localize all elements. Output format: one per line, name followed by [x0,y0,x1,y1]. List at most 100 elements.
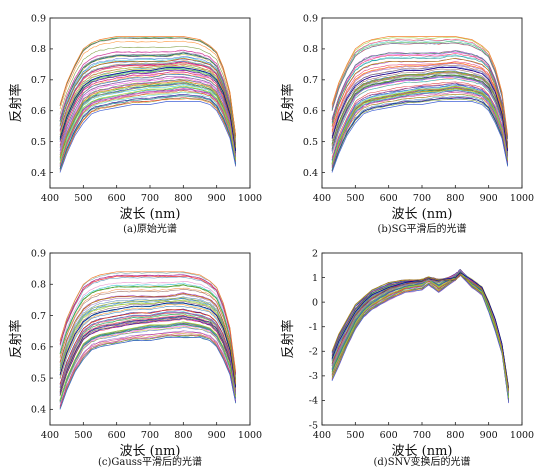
spectrum-line [59,296,236,386]
x-tick-label: 1000 [510,430,534,441]
x-tick-label: 400 [313,430,331,441]
spectral-lines [331,36,509,173]
series-line-1 [59,337,237,410]
spectrum-line [59,318,236,397]
spectrum-line [331,39,508,137]
x-tick-label: 700 [141,430,159,441]
spectrum-line [59,81,236,160]
x-tick-label: 800 [446,430,464,441]
series-line-2 [331,85,509,164]
spectrum-line [59,326,236,403]
spectrum-line [331,66,508,151]
spectrum-line [59,297,236,386]
spectrum-line [59,315,236,395]
spectrum-line [331,86,508,164]
spectrum-line [331,70,508,154]
y-tick-label: 0.5 [303,137,318,148]
series-line-4 [59,67,237,151]
spectrum-line [331,53,508,146]
y-tick-label: -3 [309,371,318,382]
series-line-5 [59,293,237,385]
spectrum-line [331,94,508,169]
spectrum-line [331,273,509,401]
y-tick-label: -1 [309,322,318,333]
y-tick-label: 0.6 [31,342,46,353]
spectrum-line [59,90,236,166]
spectrum-line [59,323,236,402]
x-tick-label: 600 [108,430,126,441]
y-tick-label: -2 [309,347,318,358]
spectrum-line [59,333,236,408]
spectrum-line [59,304,236,389]
spectrum-line [331,72,508,155]
series-line-1 [331,274,510,403]
spectrum-line [59,61,236,150]
y-axis-label: 反射率 [8,83,24,122]
spectrum-line [59,88,236,165]
spectrum-line [331,68,508,153]
spectrum-line [59,79,236,159]
y-tick-label: 0.9 [31,13,46,24]
panel-caption: (c)Gauss平滑后的光谱 [98,455,202,468]
spectrum-line [331,55,508,147]
x-tick-label: 900 [480,193,498,204]
y-tick-label: 0.5 [31,137,46,148]
spectrum-line [59,336,236,410]
y-tick-label: -4 [309,396,318,407]
y-tick-label: 0.6 [31,106,46,117]
spectrum-line [331,72,508,156]
series-line-4 [59,302,237,388]
spectrum-line [59,83,236,161]
x-tick-label: 500 [74,193,92,204]
spectrum-line [59,281,236,377]
spectrum-line [59,56,236,147]
x-tick-label: 400 [41,430,59,441]
spectral-lines [59,271,237,410]
spectrum-line [59,312,236,395]
x-tick-label: 700 [413,430,431,441]
series-line-3 [59,312,237,394]
x-tick-label: 1000 [238,430,262,441]
spectrum-line [331,98,508,172]
series-line-2 [59,85,237,164]
series-line-6 [59,271,237,372]
y-tick-label: 0.6 [303,106,318,117]
y-tick-label: 0.4 [31,168,46,179]
spectrum-line [331,271,509,388]
spectrum-line [331,40,508,139]
x-tick-label: 600 [380,430,398,441]
spectrum-line [331,87,508,165]
y-tick-label: 0.7 [303,75,318,86]
spectrum-line [331,89,508,166]
spectrum-line [59,293,236,385]
spectrum-line [59,71,236,154]
x-tick-label: 400 [41,193,59,204]
y-tick-label: 0.5 [31,373,46,384]
panel-b: 400 500 600 700 800 900 1000 0.4 0.5 0.6 0.7 0.8 0.9… [280,13,534,235]
x-tick-label: 900 [208,430,226,441]
spectrum-line [59,37,236,137]
spectrum-line [59,276,236,376]
spectrum-line [331,95,508,170]
spectrum-line [59,331,236,407]
y-tick-label: 0.4 [303,168,318,179]
series-line-5 [331,57,509,148]
spectrum-line [59,299,236,388]
spectrum-line [59,69,236,153]
spectrum-line [59,80,236,159]
spectrum-line [331,270,509,397]
y-tick-label: 0.7 [31,311,46,322]
x-tick-label: 900 [480,430,498,441]
spectrum-line [59,77,236,158]
spectrum-line [331,50,508,144]
spectral-lines [331,268,510,404]
y-axis-label: 反射率 [8,319,24,358]
spectrum-line [59,54,236,146]
panel-caption: (a)原始光谱 [123,222,177,235]
spectrum-line [59,334,236,409]
y-tick-label: 0.9 [31,248,46,259]
panel-a: 400 500 600 700 800 900 1000 0.4 0.5 0.6 0.7 0.8 0.9… [8,13,262,235]
y-tick-label: 0.8 [31,44,46,55]
y-tick-label: 0.9 [303,13,318,24]
